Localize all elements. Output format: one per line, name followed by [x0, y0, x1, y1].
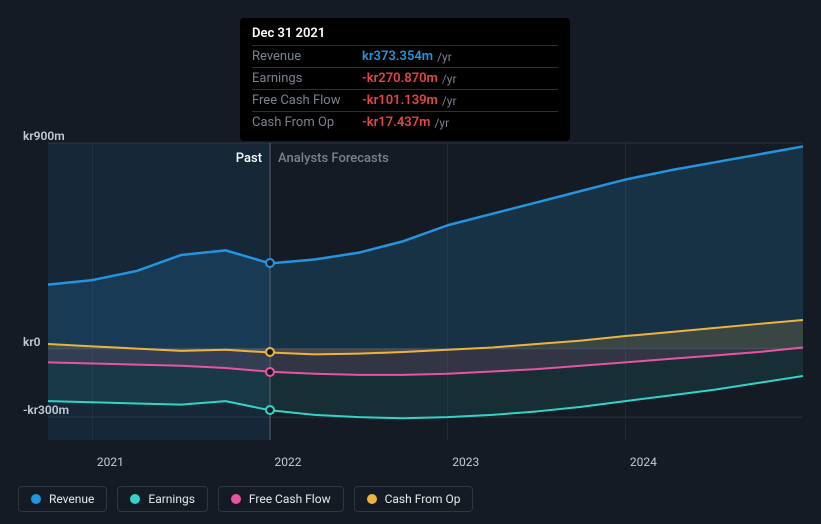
plot-region[interactable]: Past Analysts Forecasts — [48, 143, 803, 440]
y-axis-label: kr0 — [23, 335, 41, 349]
legend-label: Cash From Op — [385, 492, 461, 506]
x-axis-label: 2022 — [275, 455, 302, 469]
tooltip-row: Revenuekr373.354m/yr — [252, 45, 558, 67]
series-marker — [265, 347, 275, 357]
forecast-region-label: Analysts Forecasts — [278, 151, 389, 166]
tooltip-row-value: -kr270.870m — [362, 71, 438, 86]
tooltip-row: Free Cash Flow-kr101.139m/yr — [252, 89, 558, 111]
legend-label: Free Cash Flow — [249, 492, 331, 506]
past-region-label: Past — [236, 151, 262, 166]
tooltip-row: Earnings-kr270.870m/yr — [252, 67, 558, 89]
legend-label: Earnings — [148, 492, 195, 506]
legend-dot-icon — [231, 494, 241, 504]
series-marker — [265, 405, 275, 415]
x-axis-label: 2023 — [452, 455, 479, 469]
legend-label: Revenue — [49, 492, 94, 506]
y-axis-label: -kr300m — [23, 403, 69, 417]
legend-dot-icon — [130, 494, 140, 504]
legend: Revenue Earnings Free Cash Flow Cash From O… — [18, 486, 473, 512]
tooltip-row-value: kr373.354m — [362, 49, 433, 64]
tooltip-row-label: Revenue — [252, 49, 362, 64]
tooltip-row-unit: /yr — [434, 116, 449, 130]
legend-item-cashfromop[interactable]: Cash From Op — [354, 486, 474, 512]
tooltip-date: Dec 31 2021 — [252, 26, 558, 41]
tooltip-row-unit: /yr — [442, 94, 457, 108]
x-axis-label: 2024 — [630, 455, 657, 469]
x-axis: 2021 2022 2023 2024 — [66, 455, 803, 475]
series-marker — [265, 367, 275, 377]
legend-dot-icon — [31, 494, 41, 504]
legend-item-freecashflow[interactable]: Free Cash Flow — [218, 486, 344, 512]
chart-area: PastAnalysts Forecasts 2021202220232024 … — [18, 125, 803, 475]
legend-item-earnings[interactable]: Earnings — [117, 486, 208, 512]
tooltip-row-label: Free Cash Flow — [252, 93, 362, 108]
tooltip-row-value: -kr17.437m — [362, 115, 430, 130]
tooltip-row-label: Cash From Op — [252, 115, 362, 130]
tooltip-row-label: Earnings — [252, 71, 362, 86]
tooltip-rows: Revenuekr373.354m/yrEarnings-kr270.870m/… — [252, 45, 558, 133]
legend-item-revenue[interactable]: Revenue — [18, 486, 107, 512]
tooltip-row: Cash From Op-kr17.437m/yr — [252, 111, 558, 133]
x-axis-label: 2021 — [97, 455, 124, 469]
chart-svg — [48, 143, 803, 440]
tooltip-row-unit: /yr — [437, 50, 452, 64]
tooltip-panel: Dec 31 2021 Revenuekr373.354m/yrEarnings… — [240, 18, 570, 141]
legend-dot-icon — [367, 494, 377, 504]
tooltip-row-unit: /yr — [442, 72, 457, 86]
y-axis-label: kr900m — [23, 129, 65, 143]
tooltip-row-value: -kr101.139m — [362, 93, 438, 108]
series-marker — [265, 258, 275, 268]
